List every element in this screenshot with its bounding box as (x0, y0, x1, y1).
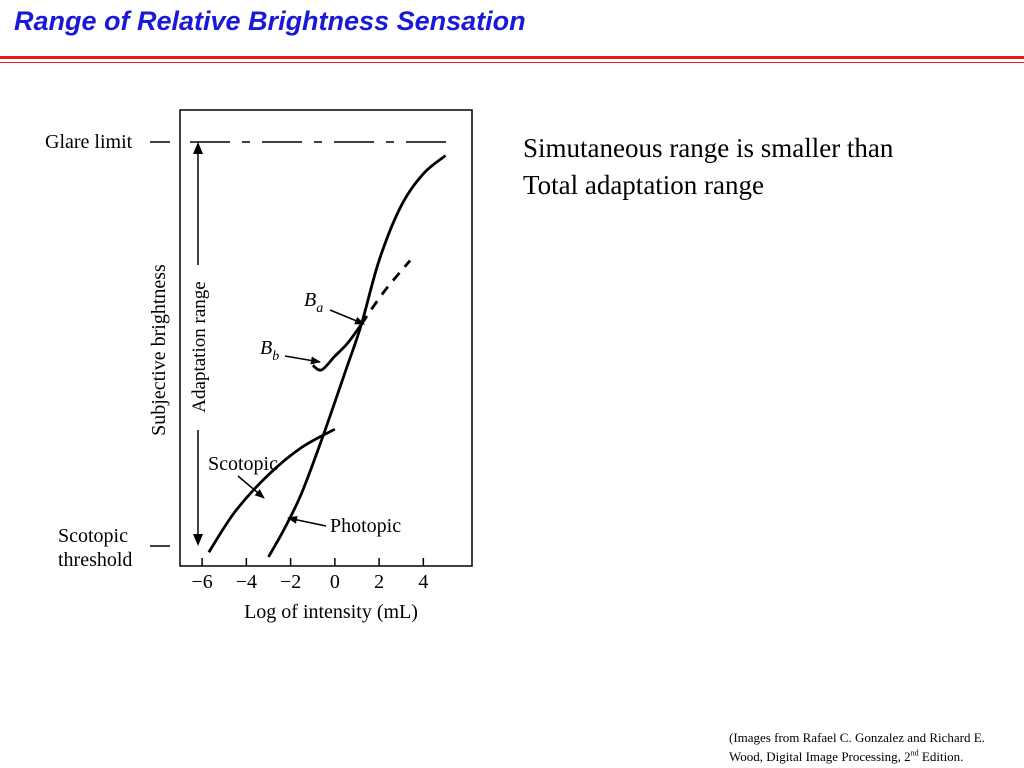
ba-label-base: B (304, 289, 316, 311)
plot-frame (179, 109, 473, 567)
x-tick-label: −6 (191, 571, 212, 593)
ba-pointer-arrow (329, 309, 365, 325)
bb-label-base: B (260, 337, 272, 359)
x-tick-label: 4 (418, 571, 428, 593)
y-axis-label: Subjective brightness (148, 264, 170, 436)
x-axis-label: Log of intensity (mL) (244, 601, 418, 623)
photopic-curve-label: Photopic (330, 515, 401, 537)
x-axis-ticks: −6 −4 −2 0 2 4 (191, 558, 428, 593)
adaptation-range-label: Adaptation range (189, 281, 210, 412)
slide-title: Range of Relative Brightness Sensation (14, 6, 526, 36)
title-divider-thick (0, 56, 1024, 59)
citation-line-2-text: Wood, Digital Image Processing, 2 (729, 749, 911, 764)
citation-line-1: (Images from Rafael C. Gonzalez and Rich… (729, 730, 985, 745)
bb-label-sub: b (272, 349, 279, 364)
body-text: Simutaneous range is smaller than Total … (523, 130, 893, 204)
ba-label-sub: a (316, 301, 323, 316)
ba-label: Ba (304, 289, 323, 316)
scotopic-threshold-label-line2: threshold (58, 549, 132, 571)
scotopic-threshold-label-line1: Scotopic (58, 525, 128, 547)
x-tick-label: −4 (236, 571, 257, 593)
scotopic-curve-label: Scotopic (208, 453, 278, 475)
adaptation-range-label-bg (187, 265, 209, 430)
photopic-curve (267, 154, 447, 558)
citation-line-2-end: Edition. (918, 749, 964, 764)
ba-dashed-curve (360, 259, 412, 326)
x-tick-label: −2 (280, 571, 301, 593)
body-text-line-2: Total adaptation range (523, 170, 765, 200)
scotopic-threshold-label: Scotopic threshold (58, 525, 133, 571)
bb-pointer-arrow (284, 355, 321, 365)
adaptation-range-arrowhead-top (193, 142, 203, 154)
glare-limit-label: Glare limit (45, 131, 133, 153)
bb-curve (311, 323, 363, 372)
body-text-line-1: Simutaneous range is smaller than (523, 133, 894, 163)
citation-line-2-sup: nd (910, 748, 919, 758)
image-citation: (Images from Rafael C. Gonzalez and Rich… (729, 728, 985, 766)
photopic-pointer-arrow (287, 515, 327, 527)
brightness-chart: Glare limit Scotopic threshold Adaptatio… (45, 109, 473, 623)
x-tick-label: 2 (374, 571, 384, 593)
bb-label: Bb (260, 337, 279, 364)
scotopic-curve (207, 427, 336, 554)
scotopic-pointer-arrow (237, 475, 265, 499)
x-tick-label: 0 (330, 571, 340, 593)
citation-line-2: Wood, Digital Image Processing, 2nd Edit… (729, 747, 985, 766)
title-divider-thin (0, 62, 1024, 63)
adaptation-range-arrowhead-bottom (193, 534, 203, 546)
